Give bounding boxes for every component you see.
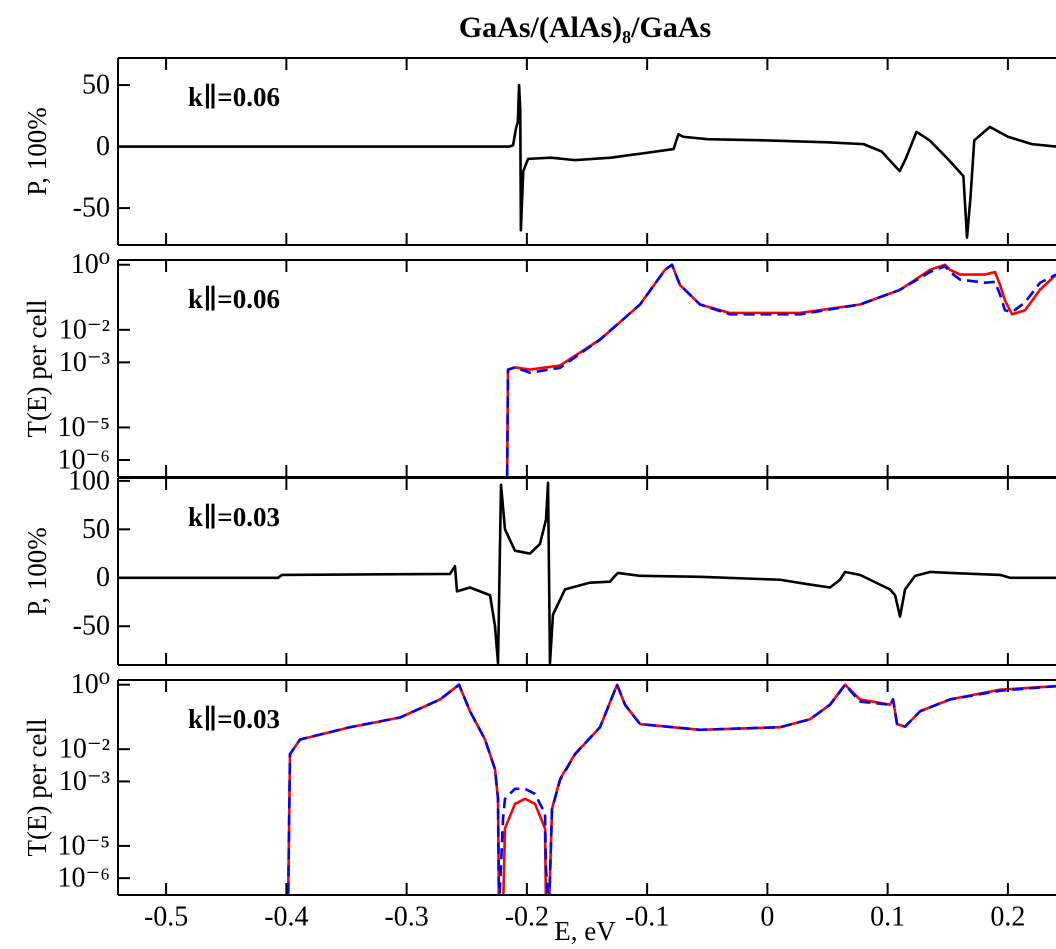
y-tick-label: 10⁻⁵ [57,830,110,861]
data-line [286,683,1056,895]
x-tick-label: 0.2 [990,901,1025,932]
data-line [505,263,1056,477]
y-tick-label: 50 [82,514,110,545]
y-tick-label: 10⁻³ [59,766,110,797]
y-axis-label: P, 100% [22,107,52,196]
y-tick-label: 10⁻⁶ [57,444,110,475]
x-tick-label: -0.2 [505,901,549,932]
panel: -50 0 50 100 P, 100% k∥=0.03 [22,465,1056,666]
x-tick-label: -0.5 [144,901,188,932]
x-tick-label: 0 [760,901,774,932]
annotation: k∥=0.03 [188,502,280,532]
annotation: k∥=0.06 [188,284,280,314]
panel: -0.5 -0.4 -0.3 -0.2 -0.1 0 0.1 0.2 10⁰ 10⁻²10⁻³ 10… [22,669,1056,946]
data-line [118,83,1056,239]
x-tick-label: -0.1 [625,901,669,932]
y-tick-label: 10⁰ [71,249,110,280]
y-tick-label: 10⁰ [71,669,110,700]
data-line [286,683,1056,895]
y-axis-label: P, 100% [22,527,52,616]
y-tick-label: -50 [73,193,110,224]
x-tick-label: -0.3 [384,901,428,932]
panel: 10⁰ 10⁻²10⁻³ 10⁻⁵10⁻⁶T(E) per cell k∥=0.06 [22,249,1056,478]
y-tick-label: 50 [82,69,110,100]
y-tick-label: 100 [68,465,110,496]
y-tick-label: 10⁻² [59,734,110,765]
y-tick-label: 10⁻³ [59,347,110,378]
y-axis-label: T(E) per cell [22,719,52,857]
x-tick-label: 0.1 [870,901,905,932]
data-line [118,481,1056,665]
y-tick-label: 0 [96,562,110,593]
x-tick-label: -0.4 [264,901,308,932]
x-axis-label: E, eV [554,916,616,946]
y-tick-label: 0 [96,131,110,162]
y-tick-label: 10⁻⁶ [57,863,110,894]
annotation: k∥=0.06 [188,82,280,112]
annotation: k∥=0.03 [188,704,280,734]
data-line [505,263,1056,477]
y-axis-label: T(E) per cell [22,300,52,438]
y-tick-label: -50 [73,611,110,642]
y-tick-label: 10⁻⁵ [57,412,110,443]
chart-title: GaAs/(AlAs)₈/GaAs [459,11,711,44]
y-tick-label: 10⁻² [59,314,110,345]
panel: -50 0 50 P, 100% k∥=0.06 [22,57,1056,246]
